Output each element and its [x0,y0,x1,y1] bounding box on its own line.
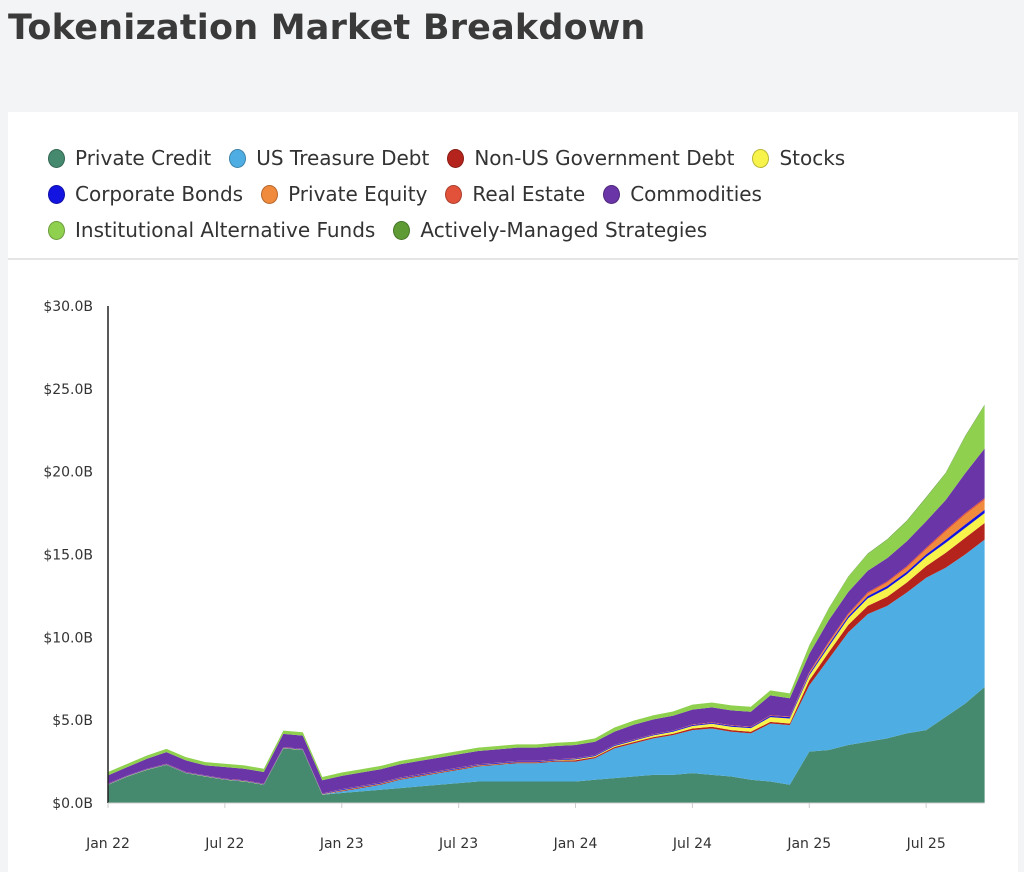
legend-swatch [752,148,770,168]
legend-item[interactable]: Institutional Alternative Funds [48,218,375,242]
x-tick-label: Jul 22 [204,836,244,852]
legend-swatch [48,148,65,168]
legend-swatch [445,184,463,204]
legend-item[interactable]: Non-US Government Debt [447,146,734,170]
legend-row: Private Credit US Treasure Debt Non-US Gov… [48,140,988,176]
legend-swatch [393,220,411,240]
legend-swatch [261,184,279,204]
legend-row: Corporate Bonds Private Equity Real Estate… [48,176,988,212]
legend-item[interactable]: Stocks [752,146,845,170]
y-tick-label: $30.0B [43,299,93,315]
y-tick-label: $15.0B [43,548,93,564]
legend-swatch [447,148,465,168]
legend-label: Non-US Government Debt [474,146,735,170]
x-tick-label: Jan 22 [85,836,130,852]
legend-label: Institutional Alternative Funds [75,218,376,242]
page-title: Tokenization Market Breakdown [8,8,646,48]
legend-label: Commodities [630,182,762,206]
legend-item[interactable]: Corporate Bonds [48,182,243,206]
legend-label: Actively-Managed Strategies [420,218,708,242]
legend-item[interactable]: Actively-Managed Strategies [393,218,707,242]
legend-label: Private Credit [75,146,212,170]
legend-row: Institutional Alternative Funds Actively-… [48,212,988,248]
legend-swatch [48,220,65,240]
legend-item[interactable]: Private Credit [48,146,211,170]
legend-item[interactable]: Commodities [603,182,762,206]
legend-swatch [229,148,247,168]
x-tick-label: Jan 23 [319,836,364,852]
x-tick-label: Jan 25 [786,836,831,852]
y-tick-label: $20.0B [43,465,93,481]
x-tick-label: Jul 25 [906,836,946,852]
y-tick-label: $0.0B [52,796,93,812]
legend-item[interactable]: Private Equity [261,182,427,206]
y-tick-label: $5.0B [52,713,93,729]
legend-label: Real Estate [472,182,586,206]
legend-divider [8,258,1018,260]
legend-label: Stocks [779,146,846,170]
legend-swatch [603,184,621,204]
y-tick-label: $25.0B [43,382,93,398]
area-series-commodities [108,448,985,794]
x-tick-label: Jul 23 [438,836,478,852]
area-series-private-credit [108,687,985,803]
legend-label: Corporate Bonds [75,182,244,206]
legend-swatch [48,184,65,204]
legend-label: US Treasure Debt [256,146,430,170]
chart-legend: Private Credit US Treasure Debt Non-US Gov… [48,140,988,248]
legend-item[interactable]: US Treasure Debt [229,146,429,170]
legend-item[interactable]: Real Estate [445,182,585,206]
area-series-us-treasure-debt [108,539,985,795]
x-tick-label: Jan 24 [553,836,598,852]
x-tick-label: Jul 24 [672,836,712,852]
legend-label: Private Equity [288,182,428,206]
y-tick-label: $10.0B [43,630,93,646]
